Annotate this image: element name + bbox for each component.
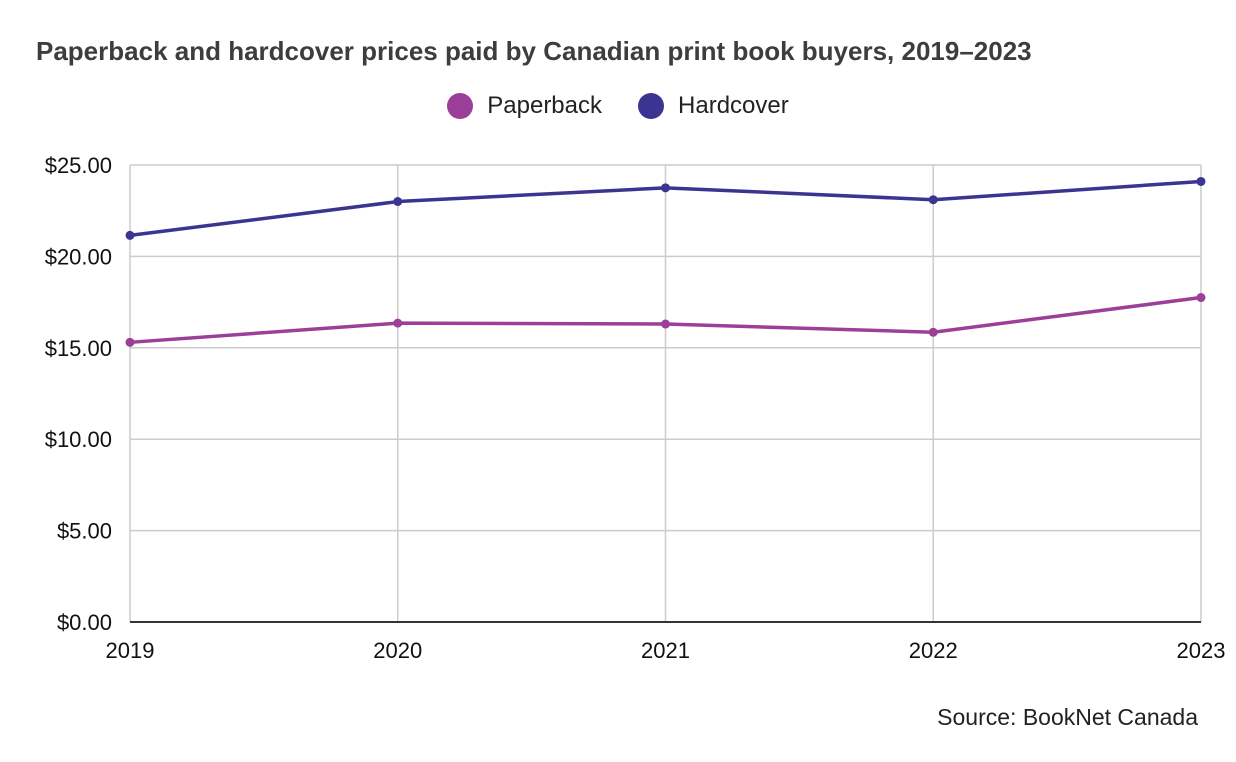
legend-item-hardcover[interactable]: Hardcover — [638, 92, 789, 120]
x-tick-label: 2019 — [106, 638, 155, 663]
y-tick-label: $20.00 — [45, 244, 112, 269]
data-point-hardcover[interactable] — [661, 183, 670, 193]
chart-title: Paperback and hardcover prices paid by C… — [36, 36, 1032, 66]
data-point-paperback[interactable] — [1196, 293, 1206, 303]
y-tick-label: $25.00 — [45, 153, 112, 178]
data-point-paperback[interactable] — [125, 337, 135, 347]
legend-label-hardcover: Hardcover — [678, 92, 789, 119]
y-tick-label: $10.00 — [45, 427, 112, 452]
y-tick-label: $15.00 — [45, 336, 112, 361]
data-point-hardcover[interactable] — [393, 197, 403, 207]
legend-marker-paperback — [447, 93, 474, 119]
source-note: Source: BookNet Canada — [937, 704, 1198, 730]
data-point-paperback[interactable] — [661, 319, 670, 329]
legend-marker-hardcover — [638, 93, 665, 119]
y-tick-label: $5.00 — [57, 519, 112, 544]
axes: $0.00 $5.00 $10.00 $15.00 $20.00 $25.00 2019 20… — [45, 153, 1226, 663]
y-tick-label: $0.00 — [57, 610, 112, 635]
legend-label-paperback: Paperback — [487, 92, 603, 119]
grid — [129, 164, 1202, 622]
x-tick-label: 2023 — [1177, 638, 1226, 663]
series — [125, 176, 1206, 347]
x-tick-label: 2020 — [373, 638, 422, 663]
data-point-paperback[interactable] — [928, 327, 938, 337]
data-point-hardcover[interactable] — [125, 230, 135, 240]
data-point-hardcover[interactable] — [1196, 176, 1206, 186]
x-tick-label: 2022 — [909, 638, 958, 663]
legend-item-paperback[interactable]: Paperback — [447, 92, 602, 120]
data-point-hardcover[interactable] — [928, 195, 938, 205]
legend: Paperback Hardcover — [0, 92, 1236, 120]
data-point-paperback[interactable] — [393, 318, 403, 328]
x-tick-label: 2021 — [641, 638, 690, 663]
